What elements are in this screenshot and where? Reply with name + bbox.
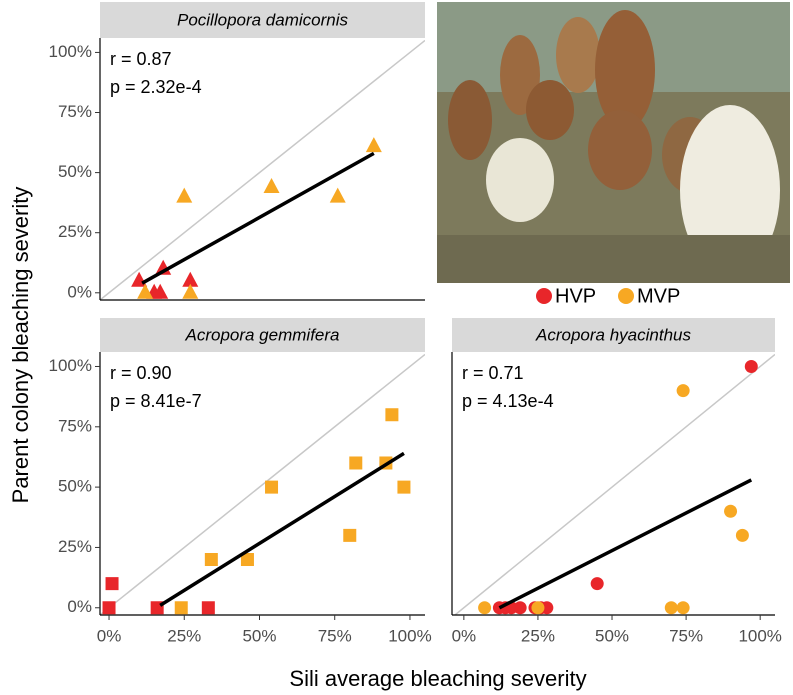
point xyxy=(182,283,199,299)
y-tick-label: 0% xyxy=(67,282,92,301)
y-axis-title: Parent colony bleaching severity xyxy=(8,187,33,504)
y-tick-label: 50% xyxy=(58,162,92,181)
point xyxy=(201,601,215,615)
point xyxy=(182,271,199,287)
point xyxy=(152,283,169,299)
x-tick-label: 75% xyxy=(318,626,352,645)
identity-line xyxy=(454,353,775,615)
strip xyxy=(100,318,425,352)
panel-title: Acropora hyacinthus xyxy=(535,325,691,344)
annotation: r = 0.71 xyxy=(462,363,524,383)
legend: HVP MVP xyxy=(536,285,680,307)
annotation: p = 8.41e-7 xyxy=(110,391,202,411)
x-tick-label: 50% xyxy=(595,626,629,645)
point xyxy=(724,504,738,518)
fit-line xyxy=(498,478,753,610)
point xyxy=(240,553,254,567)
point xyxy=(176,187,193,203)
legend-swatch xyxy=(536,288,552,304)
point xyxy=(263,178,280,194)
y-tick-label: 25% xyxy=(58,222,92,241)
point xyxy=(397,480,411,494)
point xyxy=(265,480,279,494)
annotation: r = 0.87 xyxy=(110,49,172,69)
x-tick-label: 75% xyxy=(669,626,703,645)
point xyxy=(676,601,690,615)
point xyxy=(365,137,382,153)
strip xyxy=(100,2,425,38)
point xyxy=(137,283,154,299)
point xyxy=(478,601,492,615)
fit-line xyxy=(141,151,375,285)
y-tick-label: 100% xyxy=(49,42,92,61)
point xyxy=(204,553,218,567)
identity-line xyxy=(100,353,425,615)
y-tick-label: 50% xyxy=(58,477,92,496)
point xyxy=(735,528,749,542)
point xyxy=(349,456,363,470)
point xyxy=(540,601,554,615)
point xyxy=(102,601,116,615)
point xyxy=(329,187,346,203)
point xyxy=(744,359,758,373)
annotation: r = 0.90 xyxy=(110,363,172,383)
x-axis-title: Sili average bleaching severity xyxy=(289,666,586,691)
point xyxy=(385,408,399,422)
x-tick-label: 25% xyxy=(167,626,201,645)
photo xyxy=(437,2,790,283)
x-tick-label: 100% xyxy=(738,626,781,645)
point xyxy=(105,577,119,591)
panel-title: Pocillopora damicornis xyxy=(177,10,349,29)
identity-line xyxy=(100,39,425,300)
point xyxy=(343,528,357,542)
legend-label: HVP xyxy=(555,285,596,307)
panel-title: Acropora gemmifera xyxy=(184,325,339,344)
strip xyxy=(452,318,775,352)
x-tick-label: 50% xyxy=(242,626,276,645)
point xyxy=(513,601,527,615)
x-tick-label: 0% xyxy=(97,626,122,645)
point xyxy=(676,384,690,398)
point xyxy=(590,577,604,591)
point xyxy=(531,601,545,615)
point xyxy=(174,601,188,615)
annotation: p = 2.32e-4 xyxy=(110,77,202,97)
y-tick-label: 0% xyxy=(67,597,92,616)
annotation: p = 4.13e-4 xyxy=(462,391,554,411)
legend-swatch xyxy=(618,288,634,304)
fit-line xyxy=(159,451,405,607)
y-tick-label: 100% xyxy=(49,356,92,375)
y-tick-label: 75% xyxy=(58,416,92,435)
x-tick-label: 0% xyxy=(452,626,477,645)
legend-label: MVP xyxy=(637,285,680,307)
y-tick-label: 25% xyxy=(58,537,92,556)
y-tick-label: 75% xyxy=(58,102,92,121)
point xyxy=(664,601,678,615)
x-tick-label: 25% xyxy=(521,626,555,645)
x-tick-label: 100% xyxy=(388,626,431,645)
